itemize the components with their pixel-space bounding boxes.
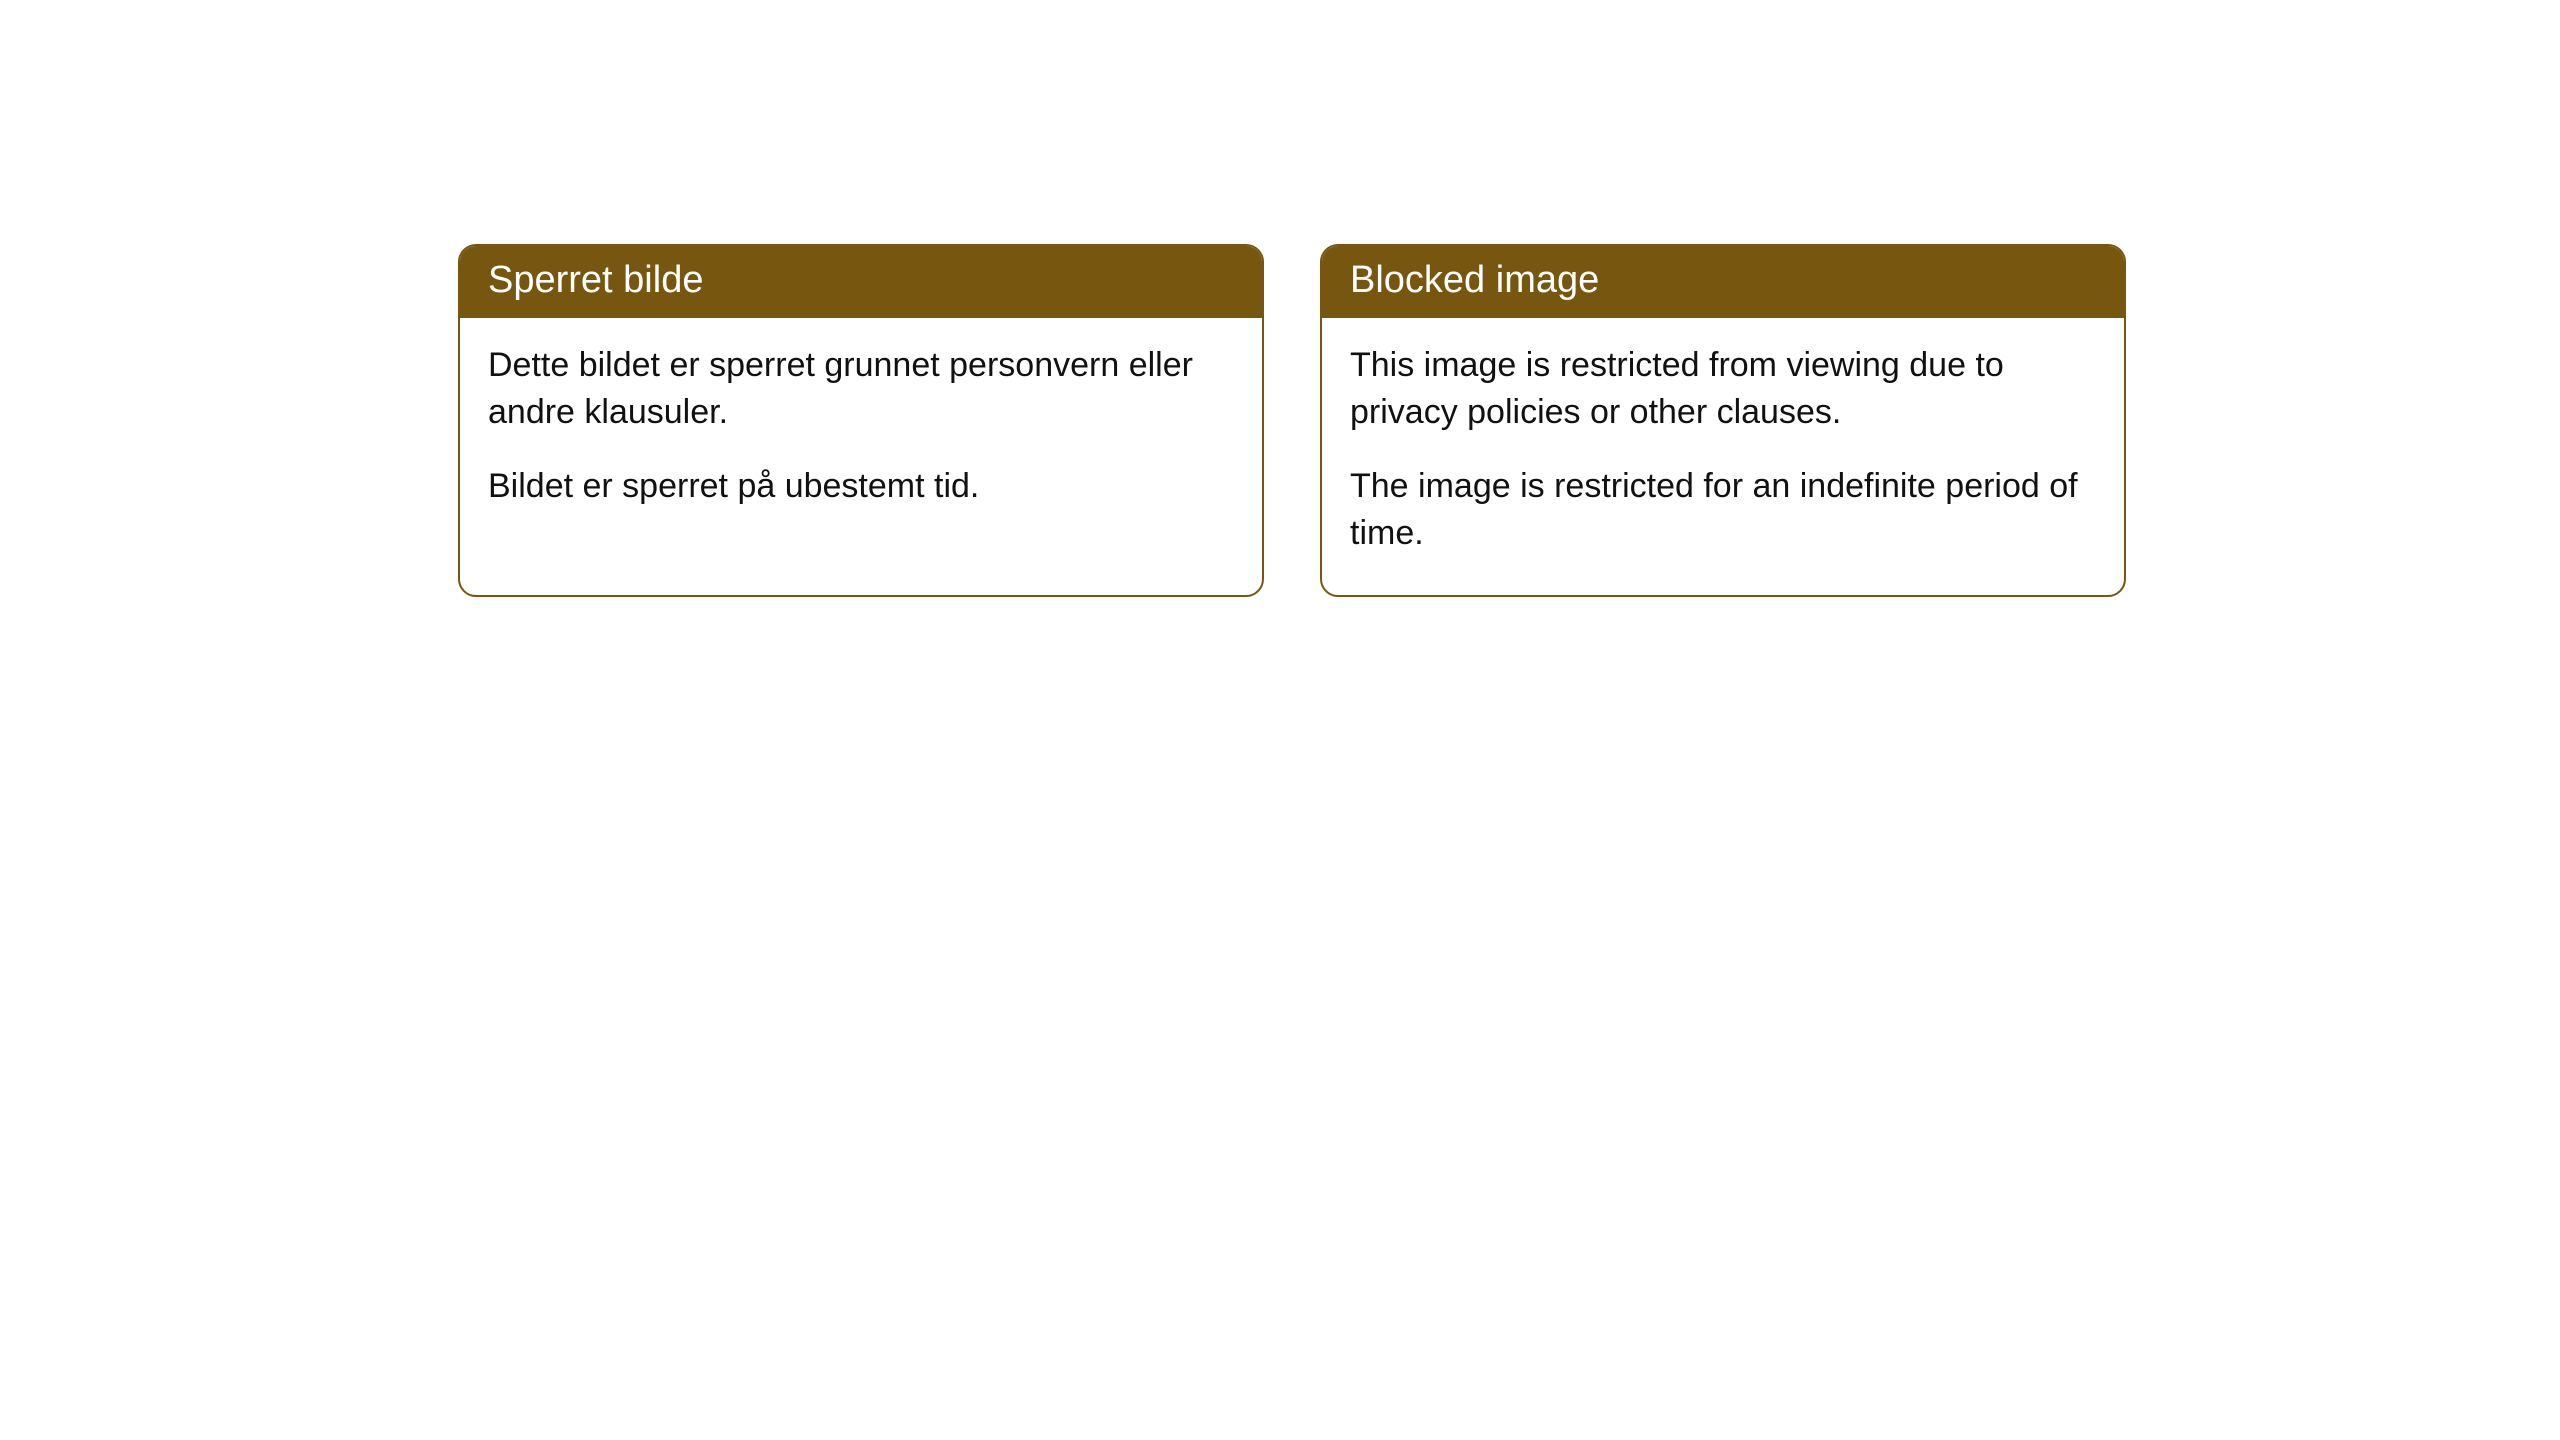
card-paragraph: Dette bildet er sperret grunnet personve…: [488, 342, 1234, 436]
blocked-image-card-norwegian: Sperret bilde Dette bildet er sperret gr…: [458, 244, 1264, 597]
card-header: Sperret bilde: [460, 246, 1262, 318]
card-paragraph: Bildet er sperret på ubestemt tid.: [488, 463, 1234, 510]
card-title: Blocked image: [1350, 259, 1599, 301]
card-body: Dette bildet er sperret grunnet personve…: [460, 318, 1262, 549]
card-body: This image is restricted from viewing du…: [1322, 318, 2124, 596]
card-header: Blocked image: [1322, 246, 2124, 318]
blocked-image-card-english: Blocked image This image is restricted f…: [1320, 244, 2126, 597]
card-title: Sperret bilde: [488, 259, 703, 301]
card-paragraph: This image is restricted from viewing du…: [1350, 342, 2096, 436]
card-paragraph: The image is restricted for an indefinit…: [1350, 463, 2096, 557]
notice-cards-container: Sperret bilde Dette bildet er sperret gr…: [458, 244, 2126, 597]
